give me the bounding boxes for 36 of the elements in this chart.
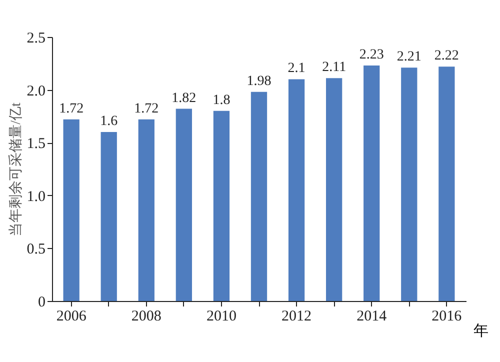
bar — [288, 79, 305, 301]
data-label: 1.82 — [172, 90, 196, 106]
y-tick-label: 1.0 — [26, 188, 46, 205]
bar — [100, 132, 117, 301]
data-label: 1.8 — [212, 92, 230, 108]
y-tick-label: 0.5 — [26, 242, 46, 258]
x-tick-label: 2010 — [206, 308, 236, 324]
data-label: 2.21 — [396, 50, 422, 65]
data-label: 1.72 — [134, 101, 159, 116]
bar — [401, 68, 418, 301]
x-tick-label: 2014 — [356, 308, 388, 324]
bar — [326, 78, 342, 301]
bar — [438, 66, 455, 301]
bar — [63, 119, 80, 301]
data-label: 2.22 — [434, 48, 459, 64]
y-tick-label: 1.5 — [26, 136, 46, 152]
data-label: 1.98 — [246, 74, 272, 89]
y-tick-label: 2.5 — [26, 30, 46, 46]
bar — [250, 92, 268, 301]
x-axis-title: 年 — [474, 322, 488, 340]
data-label: 1.72 — [59, 101, 84, 116]
data-label: 2.1 — [288, 61, 306, 76]
x-tick-label: 2006 — [56, 308, 87, 324]
bar — [138, 119, 154, 301]
data-label: 2.23 — [359, 48, 384, 63]
y-axis-title: 当年剩余可采储量/亿t — [8, 102, 24, 236]
data-label: 1.6 — [100, 114, 118, 130]
y-tick-label: 0 — [38, 294, 46, 310]
data-label: 2.11 — [322, 60, 346, 76]
bar — [213, 110, 230, 301]
x-tick-label: 2012 — [282, 308, 312, 324]
x-tick-label: 2016 — [432, 308, 462, 324]
bar — [176, 108, 192, 301]
y-tick-label: 2.0 — [26, 83, 46, 100]
x-tick-label: 2008 — [131, 308, 162, 324]
bar — [364, 66, 380, 301]
